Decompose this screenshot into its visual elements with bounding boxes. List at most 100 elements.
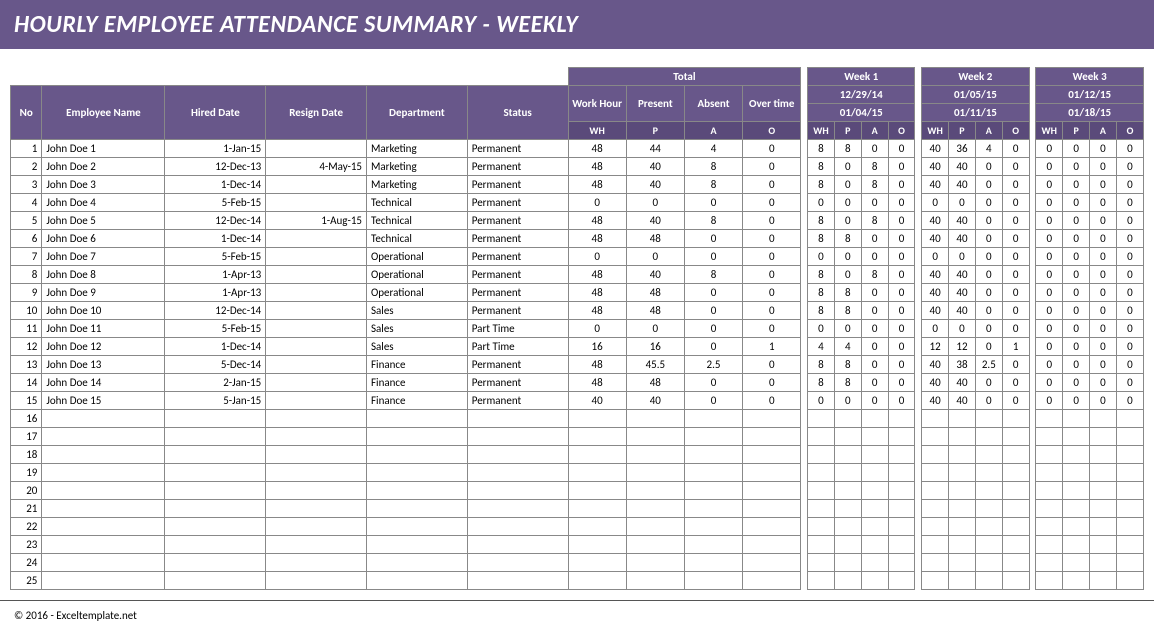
cell-no[interactable]: 2 <box>11 158 42 176</box>
cell-total-2[interactable]: 0 <box>684 338 742 356</box>
cell-w3-2[interactable]: 0 <box>1090 140 1117 158</box>
cell-w1-1[interactable]: 0 <box>834 176 861 194</box>
cell-w1-0[interactable]: 8 <box>808 158 835 176</box>
cell-empty[interactable] <box>266 482 367 500</box>
cell-no[interactable]: 16 <box>11 410 42 428</box>
cell-w1-0[interactable]: 8 <box>808 230 835 248</box>
cell-empty[interactable] <box>626 500 684 518</box>
cell-w2-1[interactable]: 40 <box>949 212 976 230</box>
cell-w1-1[interactable]: 8 <box>834 284 861 302</box>
cell-w2-3[interactable]: 0 <box>1002 140 1029 158</box>
cell-empty[interactable] <box>1116 572 1143 590</box>
cell-empty[interactable] <box>1090 500 1117 518</box>
cell-empty[interactable] <box>975 572 1002 590</box>
cell-w1-0[interactable]: 4 <box>808 338 835 356</box>
cell-hired[interactable]: 12-Dec-14 <box>165 212 266 230</box>
cell-w2-2[interactable]: 0 <box>975 194 1002 212</box>
cell-w1-0[interactable]: 0 <box>808 320 835 338</box>
cell-w2-0[interactable]: 40 <box>922 374 949 392</box>
cell-empty[interactable] <box>467 554 568 572</box>
cell-no[interactable]: 12 <box>11 338 42 356</box>
cell-w2-2[interactable]: 0 <box>975 392 1002 410</box>
cell-w2-0[interactable]: 40 <box>922 158 949 176</box>
cell-w2-3[interactable]: 0 <box>1002 176 1029 194</box>
cell-name[interactable]: John Doe 6 <box>42 230 165 248</box>
cell-no[interactable]: 18 <box>11 446 42 464</box>
cell-empty[interactable] <box>165 410 266 428</box>
cell-w3-2[interactable]: 0 <box>1090 158 1117 176</box>
cell-hired[interactable]: 1-Dec-14 <box>165 230 266 248</box>
cell-w3-2[interactable]: 0 <box>1090 212 1117 230</box>
cell-empty[interactable] <box>467 464 568 482</box>
cell-w3-2[interactable]: 0 <box>1090 320 1117 338</box>
cell-w3-3[interactable]: 0 <box>1116 320 1143 338</box>
cell-empty[interactable] <box>467 410 568 428</box>
cell-w3-0[interactable]: 0 <box>1036 392 1063 410</box>
cell-total-3[interactable]: 0 <box>743 176 801 194</box>
cell-empty[interactable] <box>808 518 835 536</box>
cell-empty[interactable] <box>1063 554 1090 572</box>
cell-empty[interactable] <box>808 500 835 518</box>
cell-resign[interactable]: 4-May-15 <box>266 158 367 176</box>
cell-hired[interactable]: 1-Dec-14 <box>165 338 266 356</box>
cell-w3-1[interactable]: 0 <box>1063 248 1090 266</box>
cell-empty[interactable] <box>975 464 1002 482</box>
cell-empty[interactable] <box>922 500 949 518</box>
cell-no[interactable]: 1 <box>11 140 42 158</box>
cell-w1-2[interactable]: 8 <box>861 212 888 230</box>
cell-empty[interactable] <box>1063 482 1090 500</box>
cell-empty[interactable] <box>1036 518 1063 536</box>
cell-w3-0[interactable]: 0 <box>1036 194 1063 212</box>
cell-w2-2[interactable]: 0 <box>975 266 1002 284</box>
cell-total-0[interactable]: 0 <box>568 320 626 338</box>
cell-name[interactable]: John Doe 13 <box>42 356 165 374</box>
cell-empty[interactable] <box>888 518 915 536</box>
cell-w1-2[interactable]: 0 <box>861 356 888 374</box>
cell-w3-3[interactable]: 0 <box>1116 194 1143 212</box>
cell-w3-0[interactable]: 0 <box>1036 320 1063 338</box>
cell-hired[interactable]: 1-Jan-15 <box>165 140 266 158</box>
cell-empty[interactable] <box>834 554 861 572</box>
cell-empty[interactable] <box>1116 464 1143 482</box>
cell-empty[interactable] <box>165 428 266 446</box>
cell-total-2[interactable]: 0 <box>684 194 742 212</box>
cell-w1-3[interactable]: 0 <box>888 356 915 374</box>
cell-empty[interactable] <box>366 464 467 482</box>
cell-empty[interactable] <box>1063 464 1090 482</box>
cell-dept[interactable]: Finance <box>366 374 467 392</box>
cell-empty[interactable] <box>42 464 165 482</box>
cell-name[interactable]: John Doe 1 <box>42 140 165 158</box>
cell-w3-3[interactable]: 0 <box>1116 284 1143 302</box>
cell-empty[interactable] <box>165 518 266 536</box>
cell-w2-1[interactable]: 40 <box>949 284 976 302</box>
cell-status[interactable]: Permanent <box>467 194 568 212</box>
cell-w2-1[interactable]: 40 <box>949 302 976 320</box>
cell-total-2[interactable]: 2.5 <box>684 356 742 374</box>
cell-empty[interactable] <box>922 536 949 554</box>
cell-dept[interactable]: Marketing <box>366 140 467 158</box>
cell-dept[interactable]: Technical <box>366 212 467 230</box>
cell-dept[interactable]: Operational <box>366 248 467 266</box>
cell-w3-3[interactable]: 0 <box>1116 374 1143 392</box>
cell-empty[interactable] <box>1063 536 1090 554</box>
cell-w3-1[interactable]: 0 <box>1063 158 1090 176</box>
cell-no[interactable]: 8 <box>11 266 42 284</box>
cell-w1-2[interactable]: 0 <box>861 194 888 212</box>
cell-empty[interactable] <box>266 536 367 554</box>
cell-empty[interactable] <box>861 410 888 428</box>
cell-no[interactable]: 22 <box>11 518 42 536</box>
cell-name[interactable]: John Doe 8 <box>42 266 165 284</box>
cell-dept[interactable]: Sales <box>366 302 467 320</box>
cell-empty[interactable] <box>888 464 915 482</box>
cell-w2-0[interactable]: 0 <box>922 194 949 212</box>
cell-empty[interactable] <box>684 500 742 518</box>
cell-w3-0[interactable]: 0 <box>1036 374 1063 392</box>
cell-w2-2[interactable]: 0 <box>975 212 1002 230</box>
cell-w2-3[interactable]: 0 <box>1002 230 1029 248</box>
cell-w1-2[interactable]: 8 <box>861 266 888 284</box>
cell-resign[interactable] <box>266 248 367 266</box>
cell-hired[interactable]: 1-Apr-13 <box>165 266 266 284</box>
cell-empty[interactable] <box>1063 446 1090 464</box>
cell-w1-0[interactable]: 0 <box>808 392 835 410</box>
cell-empty[interactable] <box>1036 572 1063 590</box>
